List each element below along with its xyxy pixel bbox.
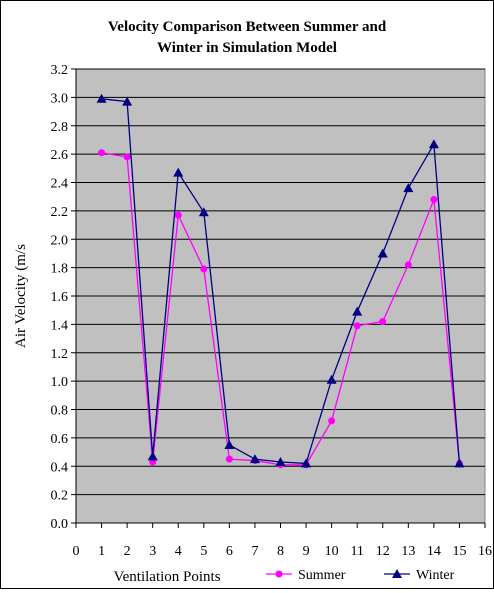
x-tick-label: 0 xyxy=(73,544,80,559)
x-tick-label: 2 xyxy=(124,544,131,559)
winter-point xyxy=(249,454,260,464)
y-tick-label: 0.4 xyxy=(51,460,69,475)
x-tick-label: 3 xyxy=(149,544,156,559)
winter-point xyxy=(377,248,388,258)
x-axis-label: Ventilation Points xyxy=(113,569,220,585)
summer-point xyxy=(225,455,233,463)
y-tick-label: 1.0 xyxy=(51,375,69,390)
summer-point xyxy=(174,211,182,219)
x-axis: 0 1 2 3 4 5 6 7 8 9 10 11 12 13 14 15 16 xyxy=(73,522,492,559)
winter-point xyxy=(403,183,414,193)
legend: Summer Winter xyxy=(266,568,455,583)
legend-label-winter: Winter xyxy=(416,568,455,583)
x-tick-label: 13 xyxy=(401,544,415,559)
x-tick-label: 9 xyxy=(303,544,310,559)
summer-point xyxy=(404,261,412,269)
y-tick-label: 2.6 xyxy=(51,148,69,163)
y-axis-label: Air Velocity (m/s xyxy=(13,244,29,348)
y-tick-label: 0.0 xyxy=(51,517,69,532)
summer-point xyxy=(98,149,106,157)
legend-marker-winter xyxy=(392,569,402,578)
x-tick-label: 5 xyxy=(200,544,207,559)
series-winter xyxy=(96,93,465,468)
summer-point xyxy=(123,153,131,161)
chart-title-line-1: Velocity Comparison Between Summer and xyxy=(108,19,387,35)
gridlines xyxy=(76,68,485,496)
winter-point xyxy=(352,306,363,316)
y-tick-label: 2.8 xyxy=(51,120,69,135)
x-tick-label: 8 xyxy=(277,544,284,559)
y-tick-label: 0.6 xyxy=(51,432,69,447)
winter-point xyxy=(147,451,158,461)
y-tick-label: 1.6 xyxy=(51,290,69,305)
winter-point xyxy=(428,139,439,149)
x-tick-label: 1 xyxy=(98,544,105,559)
x-tick-label: 14 xyxy=(427,544,441,559)
y-tick-label: 3.2 xyxy=(51,63,69,78)
x-tick-label: 10 xyxy=(325,544,339,559)
y-tick-label: 2.4 xyxy=(51,177,69,192)
summer-point xyxy=(328,417,336,425)
winter-point xyxy=(198,207,209,217)
winter-point xyxy=(122,96,133,106)
summer-point xyxy=(353,322,361,330)
legend-marker-summer xyxy=(275,570,283,578)
y-tick-label: 1.8 xyxy=(51,262,69,277)
x-tick-label: 15 xyxy=(452,544,466,559)
summer-point xyxy=(379,318,387,326)
winter-point xyxy=(454,458,465,468)
x-tick-label: 7 xyxy=(251,544,258,559)
series-layer xyxy=(96,93,465,469)
y-tick-label: 1.2 xyxy=(51,347,69,362)
winter-point xyxy=(326,374,337,384)
x-tick-label: 4 xyxy=(175,544,182,559)
summer-point xyxy=(430,196,438,204)
winter-point xyxy=(173,167,184,177)
winter-point xyxy=(224,439,235,449)
chart-title-line-2: Winter in Simulation Model xyxy=(157,40,337,56)
y-tick-label: 2.0 xyxy=(51,233,69,248)
winter-point xyxy=(301,458,312,468)
y-tick-label: 1.4 xyxy=(51,318,69,333)
x-tick-label: 6 xyxy=(226,544,233,559)
x-tick-label: 12 xyxy=(376,544,390,559)
x-tick-label: 16 xyxy=(478,544,492,559)
y-tick-label: 0.2 xyxy=(51,489,69,504)
y-tick-label: 3.0 xyxy=(51,91,69,106)
y-tick-label: 2.2 xyxy=(51,205,69,220)
y-tick-label: 0.8 xyxy=(51,404,69,419)
legend-label-summer: Summer xyxy=(298,568,346,583)
y-axis: 0.0 0.2 0.4 0.6 0.8 1.0 1.2 1.4 1.6 1.8 2.0 2.2 2.4 2… xyxy=(51,63,77,532)
winter-point xyxy=(275,456,286,466)
winter-point xyxy=(96,93,107,103)
x-tick-label: 11 xyxy=(350,544,363,559)
summer-point xyxy=(200,265,208,273)
